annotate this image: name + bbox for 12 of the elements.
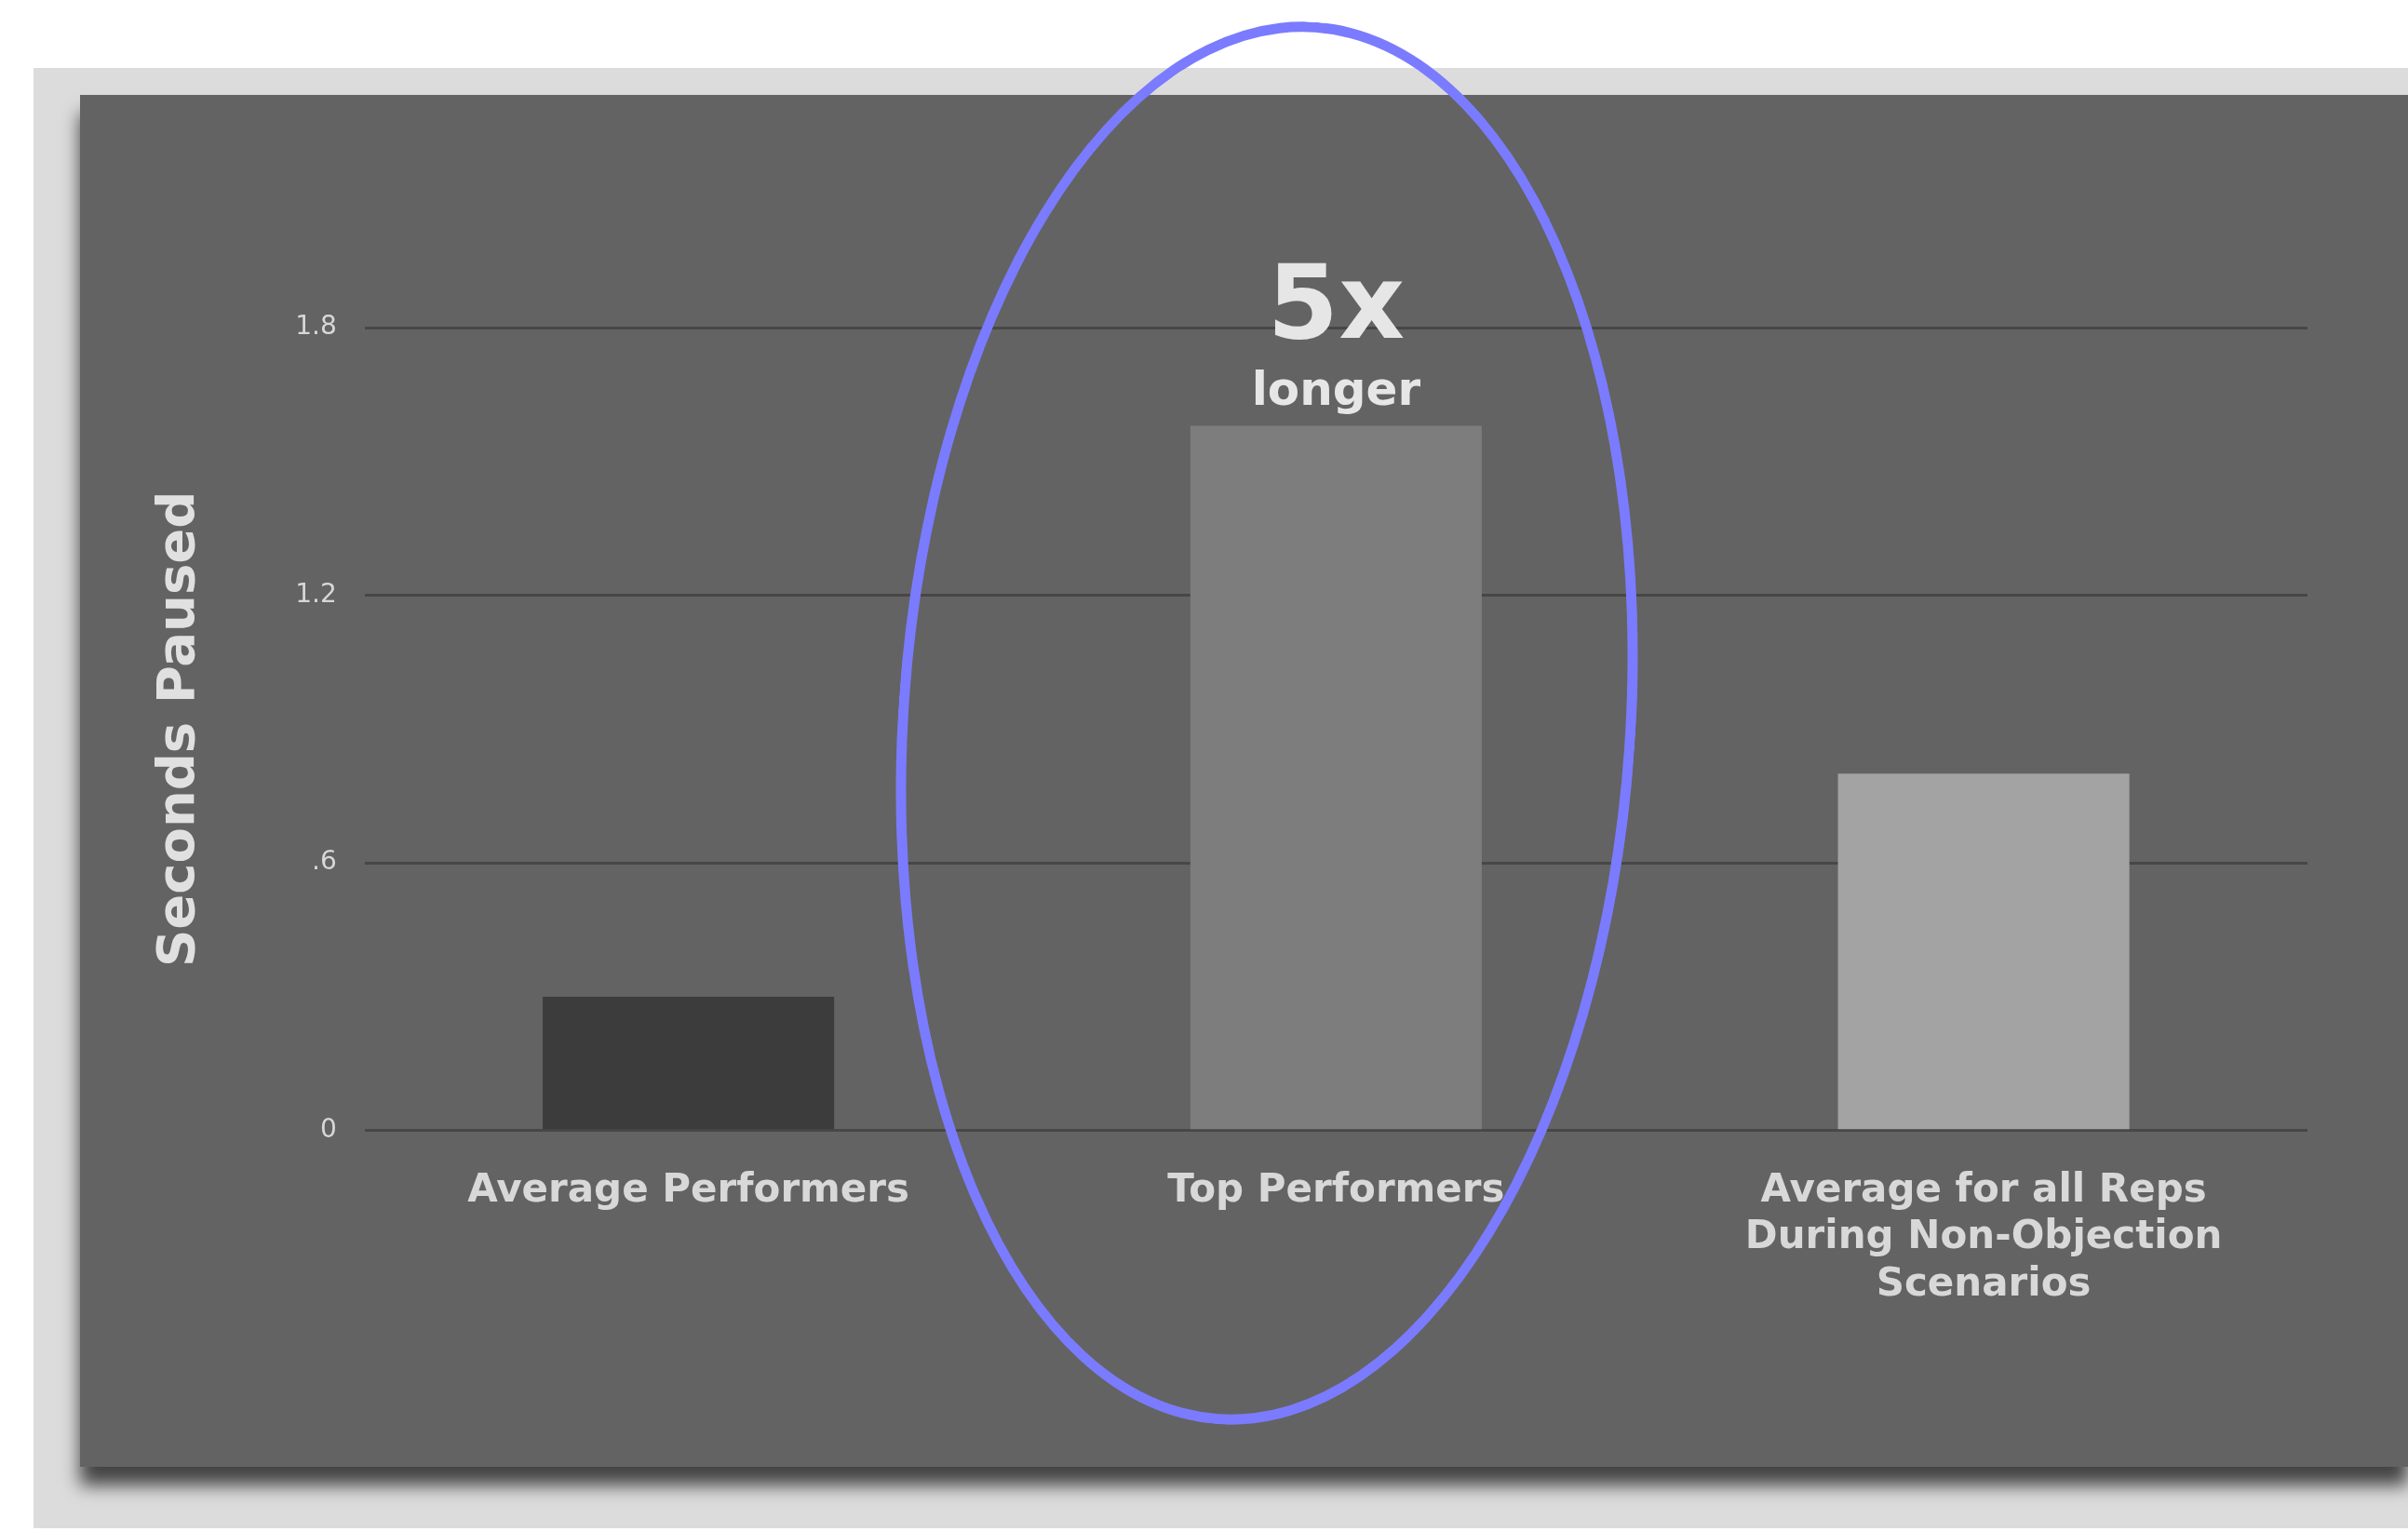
x-tick-label: Average Performers [467,1164,910,1211]
y-tick-label: 1.8 [295,310,337,342]
x-tick-label: Average for all Reps During Non-Objection Scenarios [1744,1164,2223,1305]
x-tick-label: Top Performers [1167,1164,1505,1211]
annotation: 5x [1267,243,1406,363]
y-tick-label: 0 [319,1113,337,1145]
y-axis-title: Seconds Paused [145,490,207,968]
bar [1190,425,1482,1130]
y-tick-label: .6 [312,845,337,877]
bar [1837,773,2130,1130]
annotation: longer [1251,362,1421,417]
y-tick-label: 1.2 [295,577,337,609]
